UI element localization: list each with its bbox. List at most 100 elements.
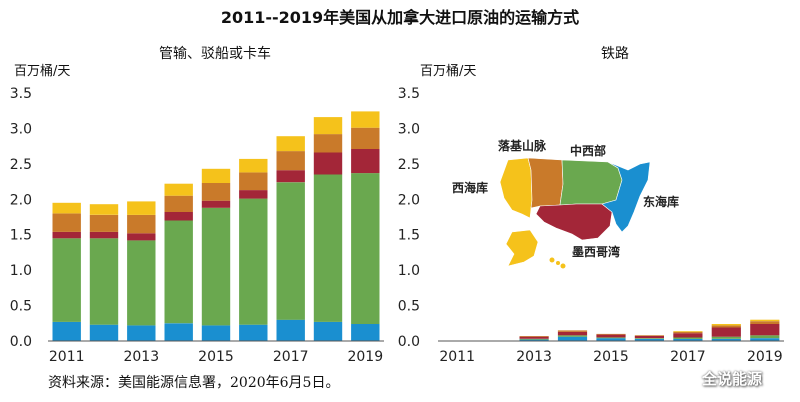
y-tick-label: 2.5: [10, 157, 32, 173]
bar-rocky-2016: [239, 172, 268, 191]
bar-rocky-2013: [127, 214, 156, 234]
bar-midwest-2019: [750, 335, 780, 339]
bar-gulf-2017: [276, 170, 305, 183]
x-tick-label: 2013: [516, 349, 552, 365]
x-tick-label: 2011: [439, 349, 475, 365]
map-region-midwest: [559, 159, 623, 206]
panel-title: 管输、驳船或卡车: [159, 45, 271, 62]
bar-east-2019: [351, 324, 380, 341]
bar-midwest-2012: [89, 238, 119, 325]
map-label-rocky: 落基山脉: [498, 138, 547, 153]
bar-rocky-2019: [750, 321, 780, 324]
x-tick-label: 2017: [273, 349, 309, 365]
x-tick-label: 2015: [198, 349, 234, 365]
x-tick-label: 2013: [123, 349, 159, 365]
bar-west-2013: [127, 201, 156, 215]
bar-west-2018: [313, 117, 343, 135]
bar-rocky-2016: [634, 335, 664, 336]
us-regions-map: [499, 157, 651, 269]
bar-east-2012: [89, 324, 119, 341]
x-tick-label: 2019: [347, 349, 383, 365]
bar-midwest-2013: [127, 240, 156, 326]
y-tick-label: 3.5: [398, 86, 420, 102]
bar-west-2019: [750, 319, 780, 322]
bar-gulf-2015: [201, 200, 231, 208]
y-tick-label: 1.0: [398, 263, 420, 279]
x-tick-label: 2015: [593, 349, 629, 365]
source-note: 资料来源：美国能源信息署，2020年6月5日。: [48, 375, 340, 391]
bar-midwest-2016: [239, 198, 268, 325]
map-label-midwest: 中西部: [570, 143, 606, 158]
map-label-gulf: 墨西哥湾: [572, 244, 620, 259]
y-tick-label: 1.5: [10, 228, 32, 244]
bar-east-2014: [557, 336, 588, 341]
y-tick-label: 0.5: [398, 299, 420, 315]
bar-midwest-2019: [351, 173, 380, 324]
bar-rocky-2017: [673, 331, 703, 334]
y-tick-label: 3.0: [10, 121, 32, 137]
bar-rocky-2014: [164, 195, 193, 212]
map-label-west: 西海库: [452, 180, 488, 195]
x-tick-label: 2011: [49, 349, 85, 365]
bar-midwest-2016: [634, 338, 664, 339]
bar-gulf-2014: [557, 331, 588, 336]
bar-rocky-2011: [52, 213, 81, 232]
bar-gulf-2011: [52, 231, 81, 239]
bar-gulf-2013: [519, 336, 549, 339]
bar-rocky-2015: [201, 183, 231, 201]
y-axis-label: 百万桶/天: [14, 64, 70, 79]
bar-east-2016: [239, 324, 268, 341]
map-region-hawaii: [549, 257, 566, 269]
bar-west-2018: [711, 324, 741, 326]
bar-west-2014: [164, 183, 193, 196]
bar-midwest-2015: [596, 337, 626, 339]
bar-east-2011: [52, 321, 81, 341]
bar-gulf-2014: [164, 212, 193, 221]
bar-rocky-2014: [557, 330, 588, 332]
y-tick-label: 2.0: [398, 192, 420, 208]
bar-west-2011: [52, 202, 81, 214]
y-tick-label: 3.0: [398, 121, 420, 137]
watermark-logo: 全说能源: [701, 370, 762, 388]
bar-midwest-2017: [276, 182, 305, 320]
bar-gulf-2013: [127, 233, 156, 241]
map-region-alaska: [505, 229, 539, 267]
bar-midwest-2017: [673, 337, 703, 339]
bar-west-2017: [673, 331, 703, 332]
bar-gulf-2018: [313, 152, 343, 175]
bar-gulf-2019: [351, 149, 380, 174]
bar-midwest-2013: [519, 338, 549, 340]
bar-gulf-2016: [634, 336, 664, 339]
bar-gulf-2012: [89, 231, 119, 239]
map-label-east: 东海库: [643, 194, 679, 209]
bar-midwest-2014: [557, 335, 588, 337]
bar-midwest-2014: [164, 220, 193, 324]
bar-west-2016: [239, 158, 268, 173]
bar-gulf-2017: [673, 333, 703, 338]
bar-midwest-2018: [711, 336, 741, 339]
map-region-west: [499, 157, 533, 219]
chart-title: 2011--2019年美国从加拿大进口原油的运输方式: [220, 8, 580, 27]
bar-east-2015: [596, 338, 626, 341]
bar-west-2017: [276, 136, 305, 152]
bar-east-2013: [127, 325, 156, 341]
bar-midwest-2018: [313, 174, 343, 322]
y-tick-label: 0.0: [10, 334, 32, 350]
y-tick-label: 1.5: [398, 228, 420, 244]
y-tick-label: 0.0: [398, 334, 420, 350]
bar-west-2015: [201, 168, 231, 183]
x-tick-label: 2017: [670, 349, 706, 365]
bar-midwest-2015: [201, 207, 231, 326]
bar-gulf-2015: [596, 334, 626, 338]
y-tick-label: 1.0: [10, 263, 32, 279]
bar-west-2019: [351, 111, 380, 128]
bar-rocky-2018: [313, 134, 343, 153]
bar-rocky-2019: [351, 127, 380, 149]
bar-west-2012: [89, 204, 119, 215]
bar-east-2014: [164, 323, 193, 341]
bar-east-2013: [519, 339, 549, 341]
y-tick-label: 3.5: [10, 86, 32, 102]
